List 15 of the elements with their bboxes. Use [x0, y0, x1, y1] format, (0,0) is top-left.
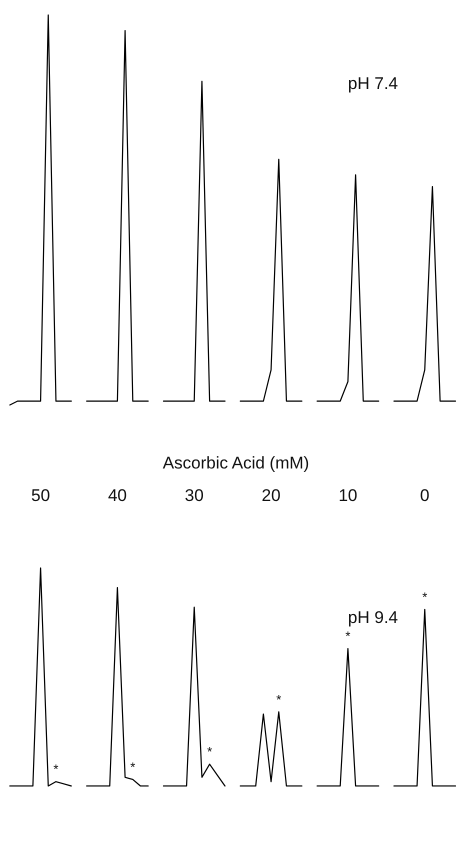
x-tick-label: 40 [108, 486, 127, 505]
text: pH 9.4 [348, 608, 398, 627]
annotation: * [207, 744, 212, 760]
annotation: * [130, 759, 136, 774]
annotation: * [422, 589, 428, 604]
x-tick-label: 10 [338, 486, 358, 505]
x-tick-label: 50 [31, 486, 50, 505]
annotation: * [53, 762, 58, 777]
x-tick-label: 0 [420, 486, 430, 505]
x-tick-label: 30 [184, 486, 204, 505]
text: pH 7.4 [348, 74, 398, 93]
annotation: * [345, 628, 350, 644]
x-axis-title: Ascorbic Acid (mM) [162, 454, 310, 472]
x-tick-label: 20 [262, 486, 281, 505]
annotation: * [276, 692, 282, 707]
